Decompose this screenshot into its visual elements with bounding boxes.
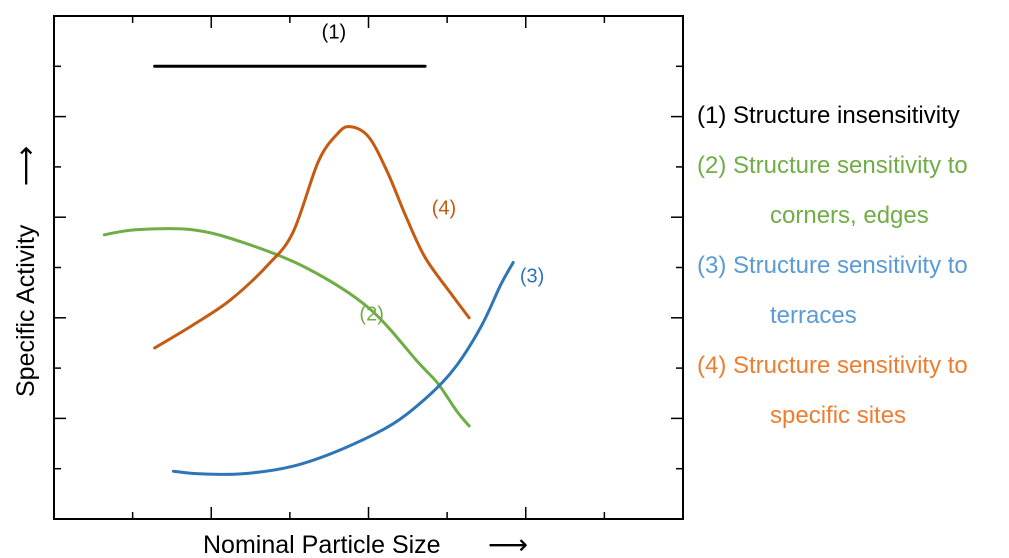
- y-axis-arrow: ⟶: [9, 146, 42, 186]
- series-line-2: [102, 227, 471, 428]
- legend-item-4-cont: specific sites: [770, 402, 907, 429]
- series-labels: (1) (2) (3) (4): [322, 22, 545, 326]
- legend-item-3-cont: terraces: [770, 302, 857, 329]
- legend-item-2-cont: corners, edges: [770, 202, 929, 229]
- series-line-3: [172, 260, 515, 476]
- x-axis-arrow: ⟶: [488, 528, 528, 558]
- series-label-2: (2): [359, 303, 383, 325]
- series-line-4: [153, 125, 471, 350]
- series-label-1: (1): [322, 22, 346, 44]
- axis-ticks: [54, 16, 683, 519]
- legend-item-2: (2) Structure sensitivity to: [697, 152, 968, 179]
- legend-item-1: (1) Structure insensitivity: [697, 102, 960, 129]
- legend-item-4: (4) Structure sensitivity to: [697, 352, 968, 379]
- series-label-4: (4): [432, 198, 456, 220]
- series-layer: [102, 64, 515, 476]
- x-axis-label: Nominal Particle Size: [203, 531, 441, 558]
- plot-frame: [53, 15, 684, 520]
- y-axis-label: Specific Activity: [12, 224, 40, 397]
- legend-item-3: (3) Structure sensitivity to: [697, 252, 968, 279]
- series-label-3: (3): [520, 266, 544, 288]
